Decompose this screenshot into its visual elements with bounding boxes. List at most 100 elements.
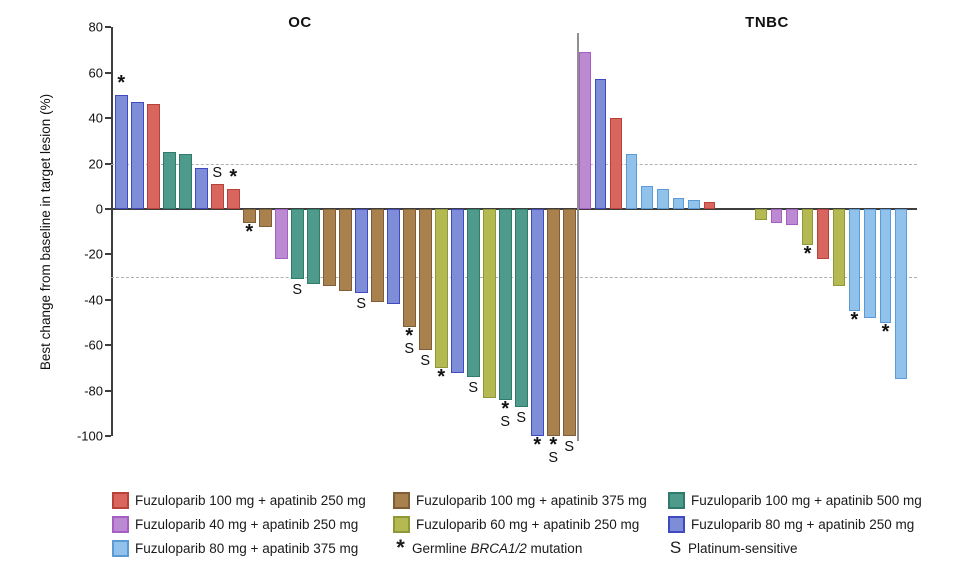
- y-tick-label: 0: [95, 201, 103, 217]
- bar-oc-23: [467, 209, 480, 378]
- legend-item: * Germline BRCA1/2 mutation: [393, 535, 582, 560]
- y-tick: [105, 389, 111, 392]
- brca-mutation-asterisk: *: [229, 165, 238, 188]
- y-tick: [105, 298, 111, 301]
- bar-tnbc-3: [610, 118, 622, 209]
- legend-asterisk-symbol: *: [396, 535, 405, 560]
- bar-tnbc-15: [833, 209, 845, 287]
- y-tick: [105, 26, 111, 29]
- bar-oc-24: [483, 209, 496, 398]
- legend-item: S Platinum-sensitive: [668, 538, 798, 557]
- bar-oc-19: [403, 209, 416, 328]
- legend-label: Fuzuloparib 100 mg + apatinib 250 mg: [135, 492, 366, 508]
- bar-oc-8: [227, 188, 240, 209]
- legend-item: Fuzuloparib 40 mg + apatinib 250 mg: [112, 515, 358, 533]
- bar-tnbc-5: [641, 186, 653, 209]
- y-tick-label: 40: [88, 110, 103, 126]
- brca-mutation-asterisk: *: [549, 434, 558, 457]
- y-tick-label: 20: [88, 156, 103, 172]
- section-title-tnbc: TNBC: [745, 14, 789, 31]
- bar-tnbc-12: [786, 209, 798, 225]
- bar-annotation: S: [460, 381, 486, 396]
- legend-swatch-sky: [112, 539, 129, 557]
- bar-oc-6: [195, 168, 208, 209]
- bar-oc-25: [499, 209, 512, 400]
- legend-item: Fuzuloparib 60 mg + apatinib 250 mg: [393, 515, 639, 533]
- legend-swatch-slate: [668, 515, 685, 533]
- bar-oc-12: [291, 209, 304, 280]
- bar-annotation: * S: [492, 397, 518, 430]
- y-tick-label: -60: [84, 337, 103, 353]
- gene-name-italic: BRCA1/2: [470, 540, 527, 556]
- section-title-oc: OC: [288, 14, 312, 31]
- y-tick: [105, 208, 111, 210]
- brca-mutation-asterisk: *: [850, 309, 859, 332]
- bar-tnbc-19: [895, 209, 907, 380]
- y-tick: [105, 344, 111, 347]
- legend-item: Fuzuloparib 100 mg + apatinib 500 mg: [668, 491, 922, 509]
- bar-oc-13: [307, 209, 320, 284]
- bar-tnbc-17: [864, 209, 876, 319]
- bar-tnbc-18: [879, 209, 892, 323]
- platinum-sensitive-mark: S: [516, 409, 527, 426]
- bar-tnbc-16: [848, 209, 861, 312]
- bar-tnbc-4: [625, 154, 638, 209]
- brca-mutation-asterisk: *: [881, 320, 890, 343]
- bar-oc-15: [339, 209, 352, 291]
- y-tick-label: 80: [88, 19, 103, 35]
- ref-line-minus30: [111, 277, 917, 279]
- bar-tnbc-1: [579, 52, 591, 209]
- platinum-sensitive-mark: S: [404, 341, 415, 358]
- bar-annotation: *: [841, 309, 867, 332]
- bar-oc-17: [371, 209, 384, 303]
- bar-oc-4: [163, 152, 176, 209]
- bar-annotation: S: [412, 352, 438, 369]
- brca-mutation-asterisk: *: [501, 397, 510, 420]
- bar-annotation: S: [284, 282, 310, 299]
- bar-oc-2: [131, 102, 144, 209]
- bar-tnbc-9: [703, 202, 716, 209]
- bar-oc-28: [547, 209, 560, 437]
- platinum-sensitive-mark: S: [292, 282, 303, 299]
- y-tick-label: -100: [76, 428, 103, 444]
- brca-mutation-asterisk: *: [533, 434, 542, 457]
- legend-label: Fuzuloparib 100 mg + apatinib 375 mg: [416, 492, 647, 508]
- y-tick: [105, 71, 111, 74]
- bar-tnbc-8: [688, 199, 700, 209]
- bar-annotation: *: [108, 72, 134, 95]
- bar-oc-11: [275, 209, 288, 259]
- bar-oc-16: [355, 209, 368, 294]
- legend-label: Platinum-sensitive: [688, 540, 798, 556]
- bar-oc-21: [435, 209, 448, 369]
- brca-mutation-asterisk: *: [117, 72, 126, 95]
- bar-annotation: * S: [540, 434, 566, 465]
- bar-oc-20: [419, 209, 432, 350]
- bar-oc-29: [563, 209, 576, 437]
- y-axis: [111, 27, 113, 436]
- legend-swatch-teal: [668, 491, 685, 509]
- legend-label: Fuzuloparib 100 mg + apatinib 500 mg: [691, 492, 922, 508]
- bar-annotation: *: [795, 243, 821, 266]
- platinum-sensitive-mark: S: [420, 352, 431, 369]
- bar-annotation: *: [220, 165, 246, 188]
- legend-swatch-violet: [112, 515, 129, 533]
- platinum-sensitive-mark: S: [500, 413, 511, 430]
- legend-label: Fuzuloparib 80 mg + apatinib 375 mg: [135, 540, 359, 556]
- y-tick-label: -40: [84, 292, 103, 308]
- bar-annotation: S: [508, 409, 534, 426]
- bar-annotation: *: [428, 367, 454, 387]
- bar-annotation: * S: [396, 326, 422, 358]
- bar-tnbc-11: [770, 209, 783, 223]
- legend-item: Fuzuloparib 100 mg + apatinib 250 mg: [112, 491, 366, 509]
- legend-label: Fuzuloparib 80 mg + apatinib 250 mg: [691, 516, 915, 532]
- bar-oc-14: [323, 209, 336, 287]
- brca-mutation-asterisk: *: [803, 243, 812, 266]
- bar-oc-26: [515, 209, 528, 407]
- bar-tnbc-10: [755, 209, 767, 221]
- bar-oc-18: [387, 209, 400, 305]
- bar-oc-27: [531, 209, 544, 437]
- legend-swatch-red: [112, 491, 129, 509]
- ref-line-plus20: [111, 163, 917, 165]
- platinum-sensitive-mark: S: [356, 296, 367, 313]
